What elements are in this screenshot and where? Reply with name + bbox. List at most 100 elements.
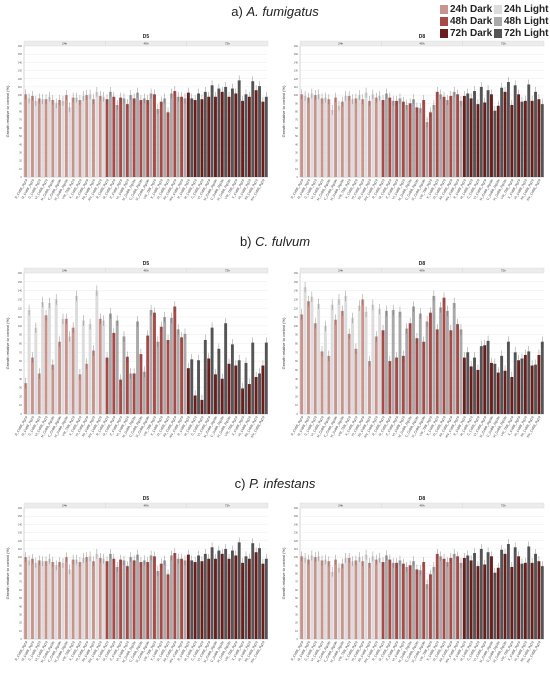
section-title-b: b) C. fulvum <box>0 234 550 249</box>
bar <box>344 95 348 177</box>
bar <box>323 325 327 414</box>
y-tick-label: 160 <box>294 271 299 275</box>
legend-item: 48h Light <box>494 16 548 27</box>
bar <box>313 557 317 639</box>
bar <box>142 371 146 414</box>
bar <box>496 567 500 639</box>
bar <box>214 96 217 177</box>
facet-label: 24h <box>62 504 67 508</box>
bar <box>374 336 378 414</box>
bar <box>203 553 207 639</box>
chart-b-d8: D8 24h 48h 72h 0 10 20 30 40 50 60 70 80 90 100 110 120 1… <box>281 261 545 439</box>
bar <box>27 98 31 177</box>
bar <box>449 95 453 177</box>
y-tick-label: 160 <box>18 506 23 510</box>
bar <box>31 357 34 414</box>
chart-title: D5 <box>143 496 150 502</box>
bar <box>44 315 48 414</box>
bar <box>303 287 307 414</box>
bar <box>64 95 68 177</box>
bar <box>310 555 314 639</box>
y-tick-label: 10 <box>19 403 22 407</box>
bar <box>344 295 348 414</box>
y-tick-label: 140 <box>18 289 23 293</box>
y-axis-label: Growth relative to control (%) <box>281 85 286 137</box>
facet-label: 24h <box>338 269 343 273</box>
y-tick-label: 150 <box>294 280 299 284</box>
bar <box>119 97 123 177</box>
bar <box>186 368 190 414</box>
bar <box>442 297 446 414</box>
y-tick-label: 80 <box>295 110 298 114</box>
y-tick-label: 70 <box>295 118 298 122</box>
bar <box>85 363 89 414</box>
bar <box>210 327 214 414</box>
y-tick-label: 110 <box>18 85 23 89</box>
bar <box>442 558 446 639</box>
y-tick-label: 80 <box>19 110 22 114</box>
bar <box>506 341 510 414</box>
bar <box>530 365 534 414</box>
bar <box>92 99 95 177</box>
bar <box>466 352 470 414</box>
bar <box>92 561 95 639</box>
bar <box>142 98 146 177</box>
bar <box>71 559 75 639</box>
bar <box>466 555 470 639</box>
legend-label: 48h Light <box>504 16 549 27</box>
bar <box>493 572 497 639</box>
section-organism: A. fumigatus <box>246 4 319 19</box>
y-tick-label: 120 <box>294 539 299 543</box>
bar <box>327 561 331 639</box>
facet-label: 24h <box>338 504 343 508</box>
bar <box>34 327 38 414</box>
bar <box>300 314 304 414</box>
bar <box>330 571 334 639</box>
bar <box>534 553 537 639</box>
y-tick-label: 10 <box>19 629 22 633</box>
bar <box>340 101 344 177</box>
y-tick-label: 0 <box>21 412 23 416</box>
legend-row-48h: 48h Dark 48h Light <box>440 16 548 27</box>
bar <box>401 563 405 639</box>
y-tick-label: 30 <box>295 386 298 390</box>
bar <box>112 332 116 414</box>
bar <box>132 560 136 639</box>
bar <box>300 556 304 639</box>
bar <box>378 309 382 414</box>
bar <box>395 562 399 639</box>
bar <box>479 548 483 639</box>
y-tick-label: 0 <box>297 637 299 641</box>
legend-item: 72h Light <box>494 28 548 39</box>
bar <box>300 94 304 177</box>
bar <box>163 317 167 414</box>
bar <box>476 104 480 177</box>
bar <box>153 94 156 177</box>
y-tick-label: 90 <box>19 101 22 105</box>
bar <box>207 358 211 414</box>
bar <box>132 373 136 414</box>
bar <box>230 88 234 177</box>
bar <box>462 557 466 639</box>
y-tick-label: 160 <box>18 271 23 275</box>
bar <box>537 99 541 177</box>
y-tick-label: 130 <box>18 531 23 535</box>
bar <box>500 355 504 414</box>
y-axis-label: Growth relative to control (%) <box>5 317 10 369</box>
bar <box>37 373 41 414</box>
bar <box>217 550 221 639</box>
bar <box>27 310 31 414</box>
bar <box>237 542 241 639</box>
bar <box>190 98 194 177</box>
bar <box>490 94 493 177</box>
bar <box>401 355 405 414</box>
bar <box>503 91 507 177</box>
bar <box>517 94 521 177</box>
bar <box>88 94 92 177</box>
bar <box>241 562 245 639</box>
facet-label: 48h <box>419 269 424 273</box>
y-tick-label: 140 <box>294 289 299 293</box>
y-tick-label: 60 <box>19 359 22 363</box>
bar <box>105 357 109 414</box>
y-tick-label: 140 <box>294 522 299 526</box>
